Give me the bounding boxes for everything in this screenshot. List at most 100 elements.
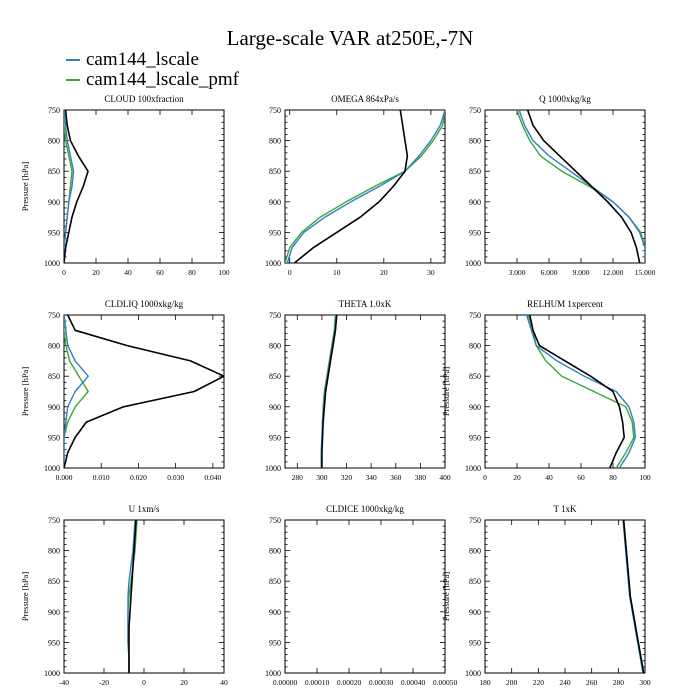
legend-label-pmf: cam144_lscale_pmf [86,69,240,90]
panel-9-series-obs [622,520,645,673]
panel-1-ytick-label: 850 [48,167,60,176]
panel-8-xtick-label: 0.00040 [401,678,426,687]
panel-3-xtick-label: 3.000 [509,268,526,277]
panel-6-xtick-label: 100 [639,473,651,482]
panel-4-ylabel: Pressure [hPa] [20,367,30,417]
panel-6-xtick-label: 0 [483,473,487,482]
panel-7-ytick-label: 800 [48,547,60,556]
panel-7-ytick-label: 850 [48,577,60,586]
panel-1-series-lscale [64,110,75,263]
panel-5-ytick-label: 800 [269,342,281,351]
panel-9-xtick-label: 280 [613,678,625,687]
panel-8-ytick-label: 800 [269,547,281,556]
panel-5-xtick-label: 400 [439,473,451,482]
panel-2-series-pmf [285,110,445,263]
panel-8-xtick-label: 0.00010 [305,678,330,687]
panel-2-ytick-label: 850 [269,167,281,176]
panel-7-xtick-label: 40 [220,678,228,687]
panel-6-ytick-label: 850 [469,372,481,381]
panel-1-title: CLOUD 100xfraction [104,94,184,104]
panel-5-xtick-label: 360 [390,473,402,482]
figure-title: Large-scale VAR at250E,-7N [226,26,474,50]
panel-5-ytick-label: 850 [269,372,281,381]
panel-1-series-obs [64,110,89,263]
panel-1-ytick-label: 950 [48,228,60,237]
panel-9-xtick-label: 220 [533,678,545,687]
panel-5-ytick-label: 1000 [265,464,281,473]
panel-1-xtick-label: 100 [218,268,230,277]
panel-3-ytick-label: 950 [469,228,481,237]
panel-9-ytick-label: 800 [469,547,481,556]
panel-9-xtick-label: 200 [506,678,518,687]
panel-3-ytick-label: 1000 [465,259,481,268]
panel-9-ytick-label: 1000 [465,669,481,678]
panel-4-ytick-label: 900 [48,403,60,412]
panel-3-series-pmf [516,110,645,263]
panel-2-xtick-label: 10 [333,268,341,277]
legend-swatch-lscale [66,59,80,61]
panel-9-title: T 1xK [553,504,577,514]
panel-6-title: RELHUM 1xpercent [527,299,603,309]
panel-6-ytick-label: 800 [469,342,481,351]
panel-2-ytick-label: 900 [269,198,281,207]
panel-6-ytick-label: 950 [469,433,481,442]
panel-3-ytick-label: 900 [469,198,481,207]
panel-8-ytick-label: 950 [269,638,281,647]
panel-9-ytick-label: 900 [469,608,481,617]
panel-8-frame [284,519,446,674]
legend-item-lscale: cam144_lscale [66,50,239,70]
panel-1-frame [63,109,225,264]
panel-4-frame [63,314,225,469]
legend-swatch-pmf [66,79,80,81]
panel-6-series-pmf [527,315,635,468]
panel-2-xtick-label: 0 [288,268,292,277]
panel-6-ytick-label: 1000 [465,464,481,473]
panel-3-title: Q 1000xkg/kg [539,94,591,104]
panel-6-ytick-label: 900 [469,403,481,412]
panel-2-title: OMEGA 864xPa/s [331,94,399,104]
panel-5-ytick-label: 900 [269,403,281,412]
panel-9-xtick-label: 260 [586,678,598,687]
panel-5-frame [284,314,446,469]
panel-7-xtick-label: 0 [142,678,146,687]
panel-1-xtick-label: 20 [92,268,100,277]
panel-4-series-obs [64,315,224,468]
panel-4-series-lscale [64,315,89,468]
panel-5-ytick-label: 950 [269,433,281,442]
legend: cam144_lscale cam144_lscale_pmf [66,50,239,90]
panel-4-xtick-label: 0.000 [56,473,73,482]
panel-6-xtick-label: 40 [545,473,553,482]
panel-4-xtick-label: 0.030 [167,473,184,482]
panel-2-ytick-label: 1000 [265,259,281,268]
panel-5-xtick-label: 380 [415,473,427,482]
panel-2-ytick-label: 750 [269,106,281,115]
panel-4-xtick-label: 0.020 [130,473,147,482]
panel-5-xtick-label: 320 [341,473,353,482]
panel-7-ytick-label: 750 [48,516,60,525]
panel-9-ytick-label: 750 [469,516,481,525]
panel-1-ytick-label: 800 [48,137,60,146]
panel-2-ytick-label: 950 [269,228,281,237]
panel-5-xtick-label: 300 [316,473,328,482]
panel-7-ytick-label: 900 [48,608,60,617]
panel-4-ytick-label: 750 [48,311,60,320]
panel-9-frame [484,519,646,674]
legend-item-pmf: cam144_lscale_pmf [66,70,239,90]
panel-3-ytick-label: 750 [469,106,481,115]
panel-3-ytick-label: 850 [469,167,481,176]
panel-7-series-obs [128,520,137,673]
panel-6-xtick-label: 20 [513,473,521,482]
panel-7-xtick-label: -40 [59,678,69,687]
panel-2-xtick-label: 20 [380,268,388,277]
panel-8-xtick-label: 0.00050 [433,678,458,687]
panel-6-xtick-label: 80 [609,473,617,482]
panel-7-ytick-label: 950 [48,638,60,647]
panel-1-ytick-label: 1000 [44,259,60,268]
panel-4-series-pmf [64,315,89,468]
panel-8-xtick-label: 0.00020 [337,678,362,687]
panel-4-title: CLDLIQ 1000xkg/kg [105,299,184,309]
legend-label-lscale: cam144_lscale [86,49,199,70]
panel-1-xtick-label: 60 [156,268,164,277]
